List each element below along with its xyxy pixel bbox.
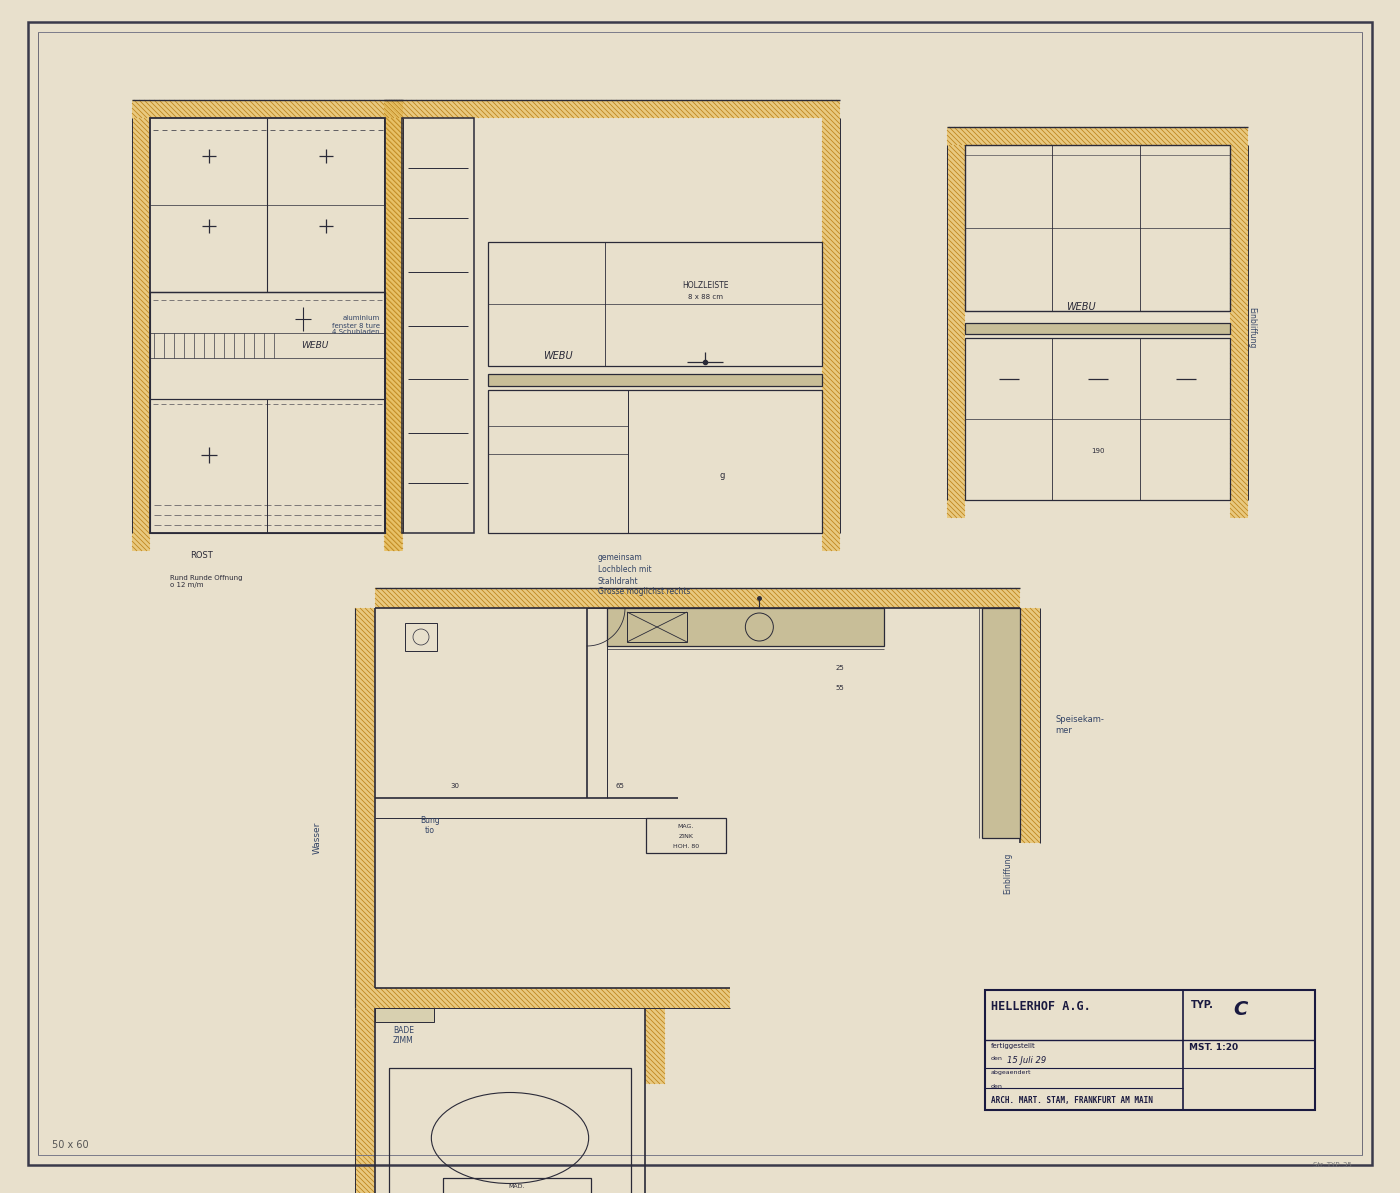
Text: MAD.: MAD. <box>508 1183 525 1188</box>
Bar <box>356 608 375 1008</box>
Bar <box>375 588 1021 608</box>
Text: C: C <box>1233 1000 1247 1019</box>
Text: 65: 65 <box>616 783 624 789</box>
Text: Grosse moglichst rechts: Grosse moglichst rechts <box>598 587 690 596</box>
Text: 50 x 60: 50 x 60 <box>52 1141 88 1150</box>
Bar <box>489 390 822 533</box>
Bar <box>150 292 385 398</box>
Bar <box>384 118 402 551</box>
Bar <box>965 338 1231 500</box>
Text: Lochblech mit: Lochblech mit <box>598 565 651 575</box>
Text: abgeaendert: abgeaendert <box>991 1070 1032 1075</box>
Bar <box>150 118 385 533</box>
Bar <box>986 990 1315 1109</box>
Text: HOH. 80: HOH. 80 <box>673 843 699 848</box>
Bar <box>1021 608 1040 843</box>
Text: MAG.: MAG. <box>678 823 694 828</box>
Text: 190: 190 <box>1091 449 1105 455</box>
Text: Bung
tio: Bung tio <box>420 816 440 835</box>
Text: ZINK: ZINK <box>679 834 693 839</box>
Bar <box>356 1008 375 1193</box>
Text: Str. TYP. 35: Str. TYP. 35 <box>1313 1162 1352 1168</box>
Text: 25: 25 <box>834 665 844 670</box>
Bar <box>132 118 150 551</box>
Bar <box>389 1068 631 1193</box>
Text: 8 x 88 cm: 8 x 88 cm <box>687 295 722 301</box>
Text: BADE
ZIMM: BADE ZIMM <box>393 1026 414 1045</box>
Bar <box>627 612 687 642</box>
Text: Rund Runde Offnung
o 12 m/m: Rund Runde Offnung o 12 m/m <box>169 575 242 588</box>
Bar <box>375 988 729 1008</box>
Bar <box>965 146 1231 311</box>
Bar <box>822 118 840 551</box>
Bar <box>645 818 725 853</box>
Bar <box>132 100 403 118</box>
Bar <box>150 398 385 533</box>
Text: HELLERHOF A.G.: HELLERHOF A.G. <box>991 1000 1091 1013</box>
Text: fertiggestellt: fertiggestellt <box>991 1043 1036 1049</box>
Bar <box>384 100 840 118</box>
Text: 15 Juli 29: 15 Juli 29 <box>1007 1056 1046 1065</box>
Bar <box>946 126 1247 146</box>
Text: den: den <box>991 1056 1002 1061</box>
Text: ROST: ROST <box>190 550 213 560</box>
Text: TYP.: TYP. <box>1191 1000 1214 1010</box>
Text: Einbliffung: Einbliffung <box>1247 308 1257 348</box>
Text: aluminium
fenster 8 ture
4 Schubladen: aluminium fenster 8 ture 4 Schubladen <box>332 315 379 335</box>
Bar <box>608 608 883 645</box>
Bar <box>375 1008 434 1022</box>
Bar <box>385 118 403 551</box>
Text: WEBU: WEBU <box>543 351 573 361</box>
Bar <box>981 608 1021 837</box>
Bar <box>645 1008 665 1084</box>
Text: HOLZLEISTE: HOLZLEISTE <box>682 280 728 290</box>
Text: ARCH. MART. STAM, FRANKFURT AM MAIN: ARCH. MART. STAM, FRANKFURT AM MAIN <box>991 1095 1152 1105</box>
Text: 55: 55 <box>834 685 844 691</box>
Bar <box>442 1177 591 1193</box>
Bar <box>489 373 822 387</box>
Bar <box>946 146 965 518</box>
Bar <box>1231 146 1247 518</box>
Bar <box>965 323 1231 334</box>
Text: Speisekam-
mer: Speisekam- mer <box>1056 716 1103 735</box>
Bar <box>489 242 822 366</box>
Text: Wasser: Wasser <box>312 822 322 854</box>
Text: 30: 30 <box>451 783 459 789</box>
Text: gemeinsam: gemeinsam <box>598 554 643 563</box>
Text: g: g <box>720 471 724 481</box>
Text: MST. 1:20: MST. 1:20 <box>1189 1043 1238 1052</box>
Bar <box>402 118 475 533</box>
Bar <box>405 623 437 651</box>
Text: WEBU: WEBU <box>1065 302 1095 313</box>
Text: Stahldraht: Stahldraht <box>598 576 638 586</box>
Text: den: den <box>991 1083 1002 1088</box>
Text: WEBU: WEBU <box>301 341 328 350</box>
Text: Einbliffung: Einbliffung <box>1004 852 1012 894</box>
